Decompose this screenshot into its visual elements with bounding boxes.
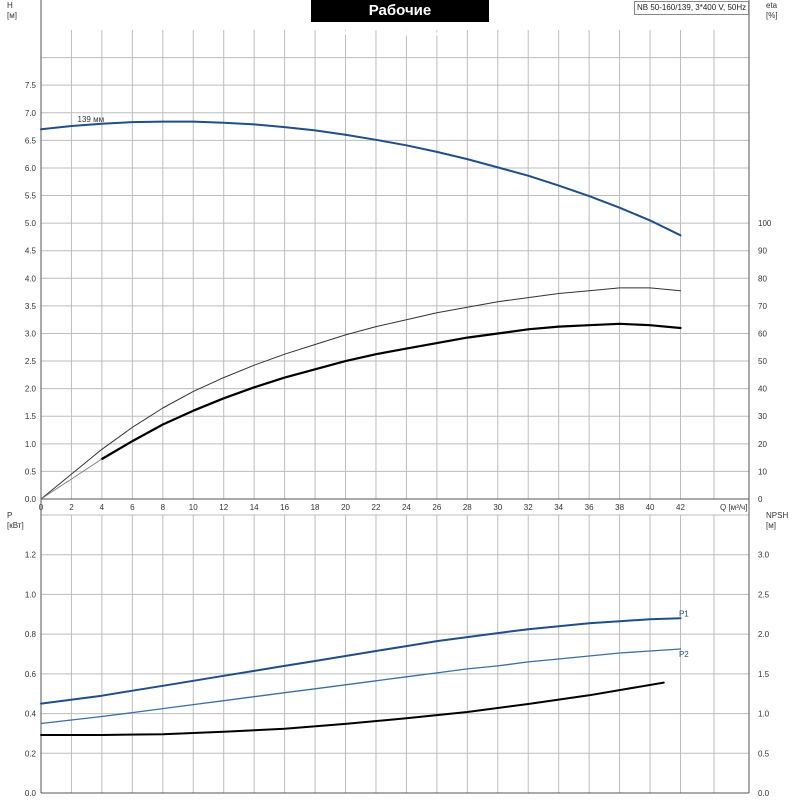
x-axis-title: Q [м³/ч] xyxy=(720,503,747,512)
y-tick-label-left: 0.6 xyxy=(25,670,37,679)
curve-label-p2: P2 xyxy=(679,650,689,659)
y-tick-label-right: 50 xyxy=(758,357,767,366)
y-axis-title-right: eta xyxy=(766,1,778,10)
y-tick-label-right: 90 xyxy=(758,247,767,256)
y-axis-title-right: NPSH xyxy=(766,511,788,520)
x-tick-label: 6 xyxy=(130,503,135,512)
y-tick-label-left: 4.0 xyxy=(25,274,37,283)
y-tick-label-left: 0.2 xyxy=(25,749,37,758)
y-tick-label-right: 100 xyxy=(758,219,772,228)
y-tick-label-left: 5.0 xyxy=(25,219,37,228)
y-tick-label-left: 2.0 xyxy=(25,385,37,394)
y-tick-label-right: 3.0 xyxy=(758,551,770,560)
y-tick-label-right: 1.5 xyxy=(758,670,770,679)
y-axis-unit-left: [м] xyxy=(7,11,17,20)
y-tick-label-right: 0.0 xyxy=(758,789,770,798)
y-tick-label-left: 5.5 xyxy=(25,192,37,201)
y-tick-label-right: 0 xyxy=(758,495,763,504)
x-tick-label: 10 xyxy=(189,503,198,512)
x-tick-label: 8 xyxy=(161,503,166,512)
y-tick-label-left: 7.5 xyxy=(25,81,37,90)
y-tick-label-right: 0.5 xyxy=(758,749,770,758)
x-tick-label: 20 xyxy=(341,503,350,512)
pump-model-label: NB 50-160/139, 3*400 V, 50Hz xyxy=(634,1,750,15)
x-tick-label: 32 xyxy=(524,503,533,512)
y-tick-label-left: 1.0 xyxy=(25,590,37,599)
x-tick-label: 16 xyxy=(280,503,289,512)
y-tick-label-right: 40 xyxy=(758,385,767,394)
y-tick-label-right: 1.0 xyxy=(758,710,770,719)
x-tick-label: 2 xyxy=(69,503,74,512)
y-tick-label-left: 1.2 xyxy=(25,551,37,560)
series-line-extension xyxy=(40,458,103,500)
curve-label-139mm: 139 мм xyxy=(78,115,105,124)
y-axis-title-left: P xyxy=(7,511,12,520)
x-tick-label: 24 xyxy=(402,503,411,512)
y-tick-label-left: 0.0 xyxy=(25,789,37,798)
y-tick-label-right: 2.0 xyxy=(758,630,770,639)
x-tick-label: 28 xyxy=(463,503,472,512)
y-tick-label-right: 10 xyxy=(758,467,767,476)
x-tick-label: 36 xyxy=(585,503,594,512)
chart-title: Рабочие характеристики xyxy=(311,0,489,41)
x-tick-label: 18 xyxy=(311,503,320,512)
y-tick-label-right: 30 xyxy=(758,412,767,421)
y-axis-unit-right: [%] xyxy=(766,11,778,20)
y-tick-label-left: 1.5 xyxy=(25,412,37,421)
x-tick-label: 14 xyxy=(250,503,259,512)
y-tick-label-left: 0.4 xyxy=(25,710,37,719)
x-tick-label: 22 xyxy=(372,503,381,512)
y-tick-label-left: 3.0 xyxy=(25,329,37,338)
x-tick-label: 26 xyxy=(432,503,441,512)
series-line-139-мм xyxy=(40,120,682,237)
y-tick-label-left: 2.5 xyxy=(25,357,37,366)
series-line-curve-2 xyxy=(100,322,682,461)
y-tick-label-left: 0.5 xyxy=(25,467,37,476)
y-tick-label-right: 20 xyxy=(758,440,767,449)
y-tick-label-right: 2.5 xyxy=(758,590,770,599)
y-axis-unit-left: [кВт] xyxy=(7,521,24,530)
x-tick-label: 12 xyxy=(219,503,228,512)
x-tick-label: 30 xyxy=(493,503,502,512)
x-tick-label: 40 xyxy=(646,503,655,512)
x-tick-label: 4 xyxy=(100,503,105,512)
curve-label-p1: P1 xyxy=(679,609,689,618)
series-line-P2 xyxy=(40,648,682,725)
y-tick-label-left: 0.8 xyxy=(25,630,37,639)
y-axis-unit-right: [м] xyxy=(766,521,776,530)
y-tick-label-left: 1.0 xyxy=(25,440,37,449)
series-line-P1 xyxy=(40,617,682,705)
y-tick-label-left: 6.0 xyxy=(25,164,37,173)
y-tick-label-right: 70 xyxy=(758,302,767,311)
x-tick-label: 34 xyxy=(554,503,563,512)
series-line-curve-1 xyxy=(40,287,681,500)
x-tick-label: 42 xyxy=(676,503,685,512)
y-tick-label-left: 4.5 xyxy=(25,247,37,256)
y-axis-title-left: H xyxy=(7,1,13,10)
y-tick-label-right: 60 xyxy=(758,329,767,338)
y-tick-label-left: 7.0 xyxy=(25,109,37,118)
series-line-curve-2 xyxy=(40,681,665,736)
y-tick-label-left: 0.0 xyxy=(25,495,37,504)
y-tick-label-left: 3.5 xyxy=(25,302,37,311)
y-tick-label-right: 80 xyxy=(758,274,767,283)
y-tick-label-left: 6.5 xyxy=(25,136,37,145)
x-tick-label: 38 xyxy=(615,503,624,512)
